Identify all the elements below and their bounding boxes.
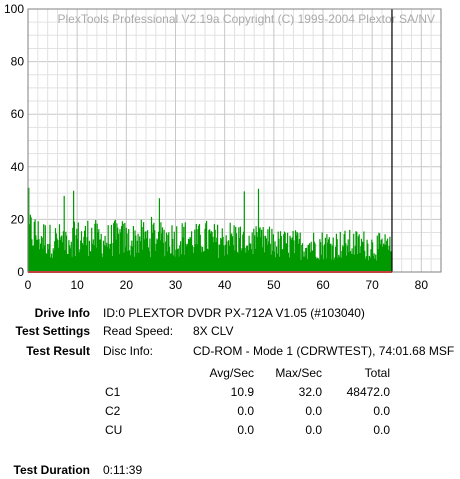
row-c1-avg: 10.9 bbox=[230, 385, 254, 399]
x-tick-label: 30 bbox=[169, 278, 183, 292]
row-c1-name: C1 bbox=[105, 385, 121, 399]
test-duration-value: 0:11:39 bbox=[103, 463, 143, 477]
y-tick-label: 40 bbox=[11, 160, 25, 174]
row-cu-total: 0.0 bbox=[373, 423, 390, 437]
disc-info-label: Disc Info: bbox=[103, 344, 154, 358]
x-tick-label: 60 bbox=[316, 278, 330, 292]
y-tick-label: 20 bbox=[11, 212, 25, 226]
plot-frame bbox=[27, 8, 442, 273]
x-tick-label: 10 bbox=[70, 278, 84, 292]
x-tick-label: 70 bbox=[365, 278, 379, 292]
y-tick-label: 0 bbox=[17, 265, 24, 279]
row-cu-max: 0.0 bbox=[305, 423, 322, 437]
y-tick-label: 80 bbox=[11, 55, 25, 69]
row-cu-name: CU bbox=[105, 423, 123, 437]
row-c1-total: 48472.0 bbox=[346, 385, 390, 399]
col-header-avg: Avg/Sec bbox=[209, 366, 254, 380]
row-c2-avg: 0.0 bbox=[237, 404, 254, 418]
x-tick-label: 50 bbox=[267, 278, 281, 292]
error-rate-chart: PlexTools Professional V2.19a Copyright … bbox=[4, 2, 442, 292]
row-c1-max: 32.0 bbox=[298, 385, 322, 399]
x-tick-label: 0 bbox=[25, 278, 32, 292]
row-c2-max: 0.0 bbox=[305, 404, 322, 418]
row-c2-name: C2 bbox=[105, 404, 121, 418]
row-c2-total: 0.0 bbox=[373, 404, 390, 418]
axes bbox=[27, 8, 442, 273]
test-duration-label: Test Duration bbox=[13, 463, 90, 477]
y-tick-label: 100 bbox=[4, 2, 24, 16]
test-result-label: Test Result bbox=[26, 344, 90, 358]
disc-info-value: CD-ROM - Mode 1 (CDRWTEST), 74:01.68 MSF bbox=[193, 344, 455, 358]
drive-info-value: ID:0 PLEXTOR DVDR PX-712A V1.05 (#103040… bbox=[103, 306, 365, 320]
test-settings-label: Test Settings bbox=[15, 324, 90, 338]
col-header-total: Total bbox=[364, 366, 390, 380]
chart-watermark: PlexTools Professional V2.19a Copyright … bbox=[57, 12, 435, 26]
read-speed-value: 8X CLV bbox=[193, 324, 234, 338]
x-tick-label: 40 bbox=[218, 278, 232, 292]
x-tick-labels: 0 10 20 30 40 50 60 70 80 bbox=[25, 278, 429, 292]
y-tick-label: 60 bbox=[11, 107, 25, 121]
x-tick-label: 80 bbox=[415, 278, 429, 292]
y-tick-labels: 0 20 40 60 80 100 bbox=[4, 2, 24, 279]
row-cu-avg: 0.0 bbox=[237, 423, 254, 437]
drive-info-label: Drive Info bbox=[34, 306, 90, 320]
col-header-max: Max/Sec bbox=[275, 366, 322, 380]
read-speed-label: Read Speed: bbox=[103, 324, 174, 338]
x-tick-label: 20 bbox=[120, 278, 134, 292]
